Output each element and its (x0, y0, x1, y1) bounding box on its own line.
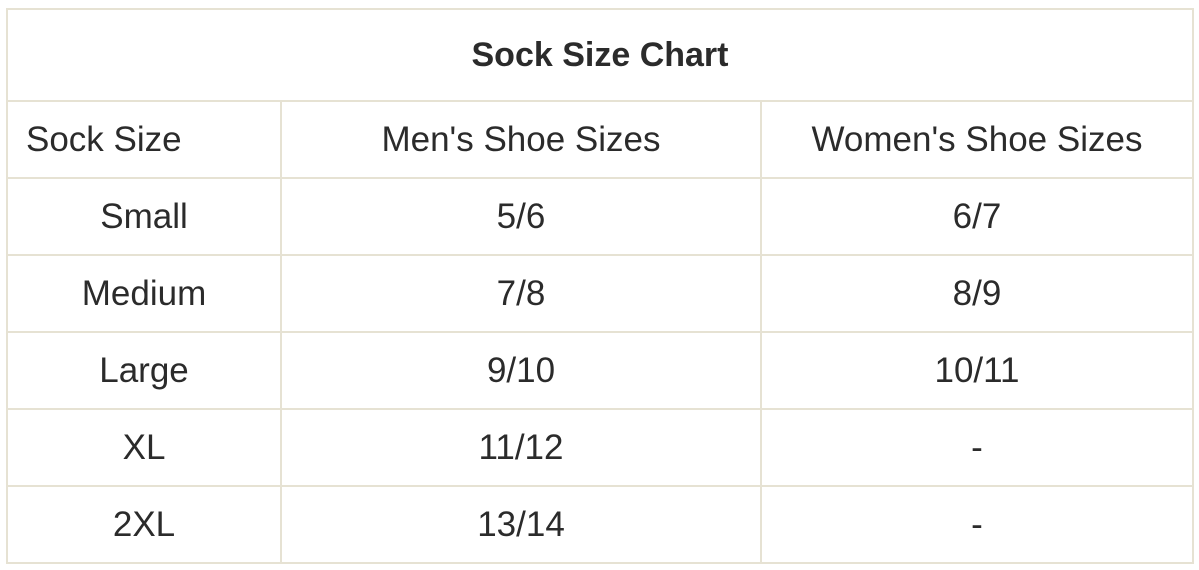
mens-size-cell: 7/8 (280, 254, 762, 333)
header-sock-size: Sock Size (6, 100, 282, 179)
table-row: 2XL 13/14- (6, 485, 1194, 564)
header-womens: Women's Shoe Sizes (760, 100, 1194, 179)
sock-size-cell: Large (6, 331, 282, 410)
table-row: Small 5/6 6/7 (6, 177, 1194, 256)
womens-size-cell: 10/11 (760, 331, 1194, 410)
table-row: XL 11/12- (6, 408, 1194, 487)
header-row: Sock Size Men's Shoe Sizes Women's Shoe … (6, 100, 1194, 179)
mens-size-cell: 5/6 (280, 177, 762, 256)
table-title: Sock Size Chart (6, 8, 1194, 102)
sock-size-cell: XL (6, 408, 282, 487)
womens-size-cell: - (760, 485, 1194, 564)
mens-size-cell: 9/10 (280, 331, 762, 410)
sock-size-cell: Medium (6, 254, 282, 333)
table-row: Medium 7/8 8/9 (6, 254, 1194, 333)
mens-size-cell: 11/12 (280, 408, 762, 487)
womens-size-cell: - (760, 408, 1194, 487)
header-mens: Men's Shoe Sizes (280, 100, 762, 179)
sock-size-cell: Small (6, 177, 282, 256)
womens-size-cell: 6/7 (760, 177, 1194, 256)
sock-size-table: Sock Size Chart Sock Size Men's Shoe Siz… (6, 8, 1194, 564)
table-row: Large 9/10 10/11 (6, 331, 1194, 410)
womens-size-cell: 8/9 (760, 254, 1194, 333)
mens-size-cell: 13/14 (280, 485, 762, 564)
sock-size-cell: 2XL (6, 485, 282, 564)
